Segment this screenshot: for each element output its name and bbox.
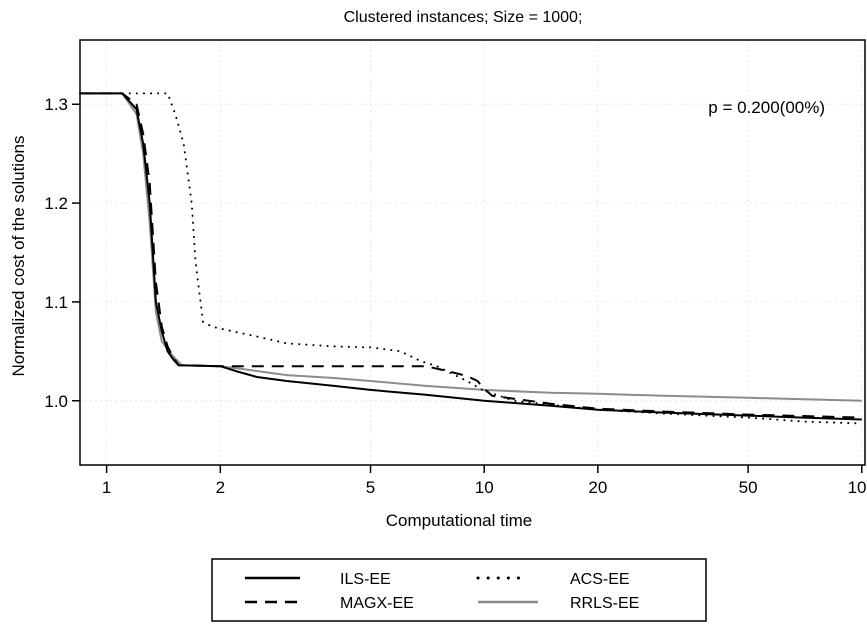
y-tick-label: 1.1	[44, 293, 68, 312]
x-tick-label: 1	[102, 478, 111, 497]
legend-box	[211, 558, 707, 622]
legend-label-acs-ee: ACS-EE	[570, 571, 630, 588]
grid	[80, 40, 865, 465]
legend-entry-magx-ee: MAGX-EE	[245, 595, 414, 612]
x-tick-label: 2	[216, 478, 225, 497]
legend-label-ils-ee: ILS-EE	[340, 571, 391, 588]
y-tick-label: 1.0	[44, 392, 68, 411]
x-axis-label: Computational time	[386, 511, 532, 530]
legend-entry-acs-ee: ACS-EE	[476, 571, 630, 588]
y-tick-label: 1.2	[44, 194, 68, 213]
legend: ILS-EE ACS-EE MAGX-EE RRLS-EE	[211, 558, 707, 622]
x-tick-label: 5	[366, 478, 375, 497]
y-tick-label: 1.3	[44, 95, 68, 114]
series-line-ils-ee	[80, 92, 862, 421]
annotation-text: p = 0.200(00%)	[708, 98, 825, 117]
legend-label-rrls-ee: RRLS-EE	[570, 595, 639, 612]
legend-entry-rrls-ee: RRLS-EE	[478, 595, 639, 612]
x-tick-label: 100	[848, 478, 867, 497]
legend-label-magx-ee: MAGX-EE	[340, 595, 414, 612]
legend-entry-ils-ee: ILS-EE	[245, 571, 391, 588]
axes: 1 2 5 10 20 50 100 1.0 1.1 1.2 1.3	[44, 95, 867, 497]
x-tick-label: 10	[475, 478, 494, 497]
series-layer	[79, 92, 863, 425]
plot-frame	[79, 39, 866, 466]
chart-title: Clustered instances; Size = 1000;	[344, 9, 583, 26]
series-line-magx-ee	[80, 92, 862, 419]
y-axis-label: Normalized cost of the solutions	[9, 136, 28, 377]
series-line-rrls-ee	[80, 92, 862, 402]
series-line-acs-ee	[79, 92, 863, 425]
x-tick-label: 50	[739, 478, 758, 497]
x-tick-label: 20	[588, 478, 607, 497]
